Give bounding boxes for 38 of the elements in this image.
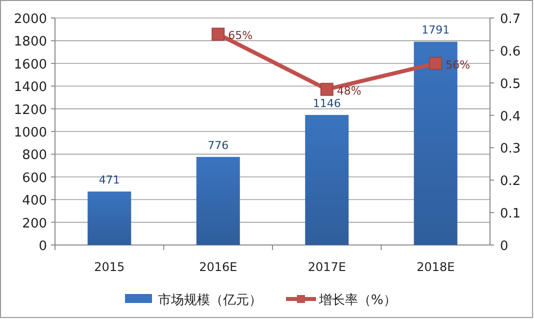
y-tick-label: 1800 <box>14 34 47 50</box>
y2-tick-label: 0 <box>500 239 508 254</box>
y-tick-label: 400 <box>22 194 47 209</box>
data-label: 471 <box>98 174 120 187</box>
x-tick-label: 2015 <box>94 260 125 274</box>
data-label: 65% <box>228 29 253 42</box>
point <box>429 56 442 70</box>
data-label: 776 <box>208 138 229 152</box>
x-tick-label: 2018E <box>416 260 455 274</box>
legend-label: 增长率（%） <box>318 292 396 308</box>
y-tick-label: 1600 <box>14 57 47 72</box>
y-tick-label: 800 <box>22 148 47 164</box>
y2-tick-label: 0.2 <box>500 174 521 190</box>
point <box>320 82 334 96</box>
data-label: 1146 <box>312 96 341 110</box>
y2-tick-label: 0.5 <box>500 76 521 92</box>
bar <box>305 114 349 245</box>
data-label: 56% <box>446 58 470 72</box>
y2-tick-label: 0.7 <box>500 12 521 27</box>
y-tick-label: 1200 <box>14 102 47 118</box>
bar <box>196 156 240 245</box>
y-tick-label: 200 <box>22 216 47 232</box>
point <box>212 28 225 41</box>
x-tick-label: 2017E <box>308 260 346 274</box>
data-label: 48% <box>336 84 362 98</box>
x-tick-label: 2016E <box>199 260 238 274</box>
y-tick-label: 2000 <box>14 12 47 27</box>
bar <box>88 192 132 245</box>
y-tick-label: 0 <box>38 239 47 254</box>
y-tick-label: 600 <box>22 170 47 186</box>
y2-tick-label: 0.4 <box>500 109 521 124</box>
y2-tick-label: 0.6 <box>500 44 521 60</box>
legend-label: 市场规模（亿元） <box>158 293 262 308</box>
y-tick-label: 1000 <box>14 126 47 140</box>
data-label: 1791 <box>422 24 450 37</box>
y-tick-label: 1400 <box>14 80 47 96</box>
y2-tick-label: 0.3 <box>500 142 521 157</box>
y2-tick-label: 0.1 <box>500 206 521 222</box>
